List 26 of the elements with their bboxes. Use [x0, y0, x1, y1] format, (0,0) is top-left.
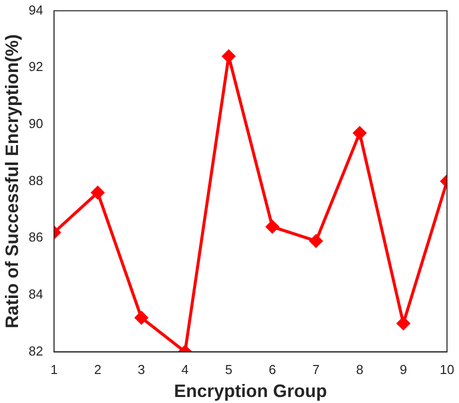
x-tick-label: 5: [225, 362, 232, 378]
y-tick-label: 94: [28, 2, 44, 18]
y-tick-label: 92: [28, 59, 44, 74]
y-tick-label: 82: [28, 343, 44, 358]
y-tick-label: 88: [28, 172, 44, 188]
point: [353, 126, 366, 140]
point: [134, 311, 148, 324]
y-axis-title: Ratio of Successful Encryption(%): [2, 34, 22, 328]
x-tick-label: 9: [400, 362, 407, 378]
y-tick-label: 90: [28, 116, 44, 132]
x-axis-title: Encryption Group: [174, 381, 328, 402]
y-tick-label: 84: [28, 286, 44, 302]
x-tick-label: 7: [312, 362, 320, 378]
x-tick-label: 10: [440, 362, 454, 378]
point: [91, 186, 104, 200]
x-tick-label: 6: [268, 362, 276, 378]
x-tick-label: 4: [181, 362, 189, 378]
point: [396, 316, 410, 330]
x-tick-label: 2: [94, 362, 102, 378]
point: [310, 234, 323, 248]
y-tick-label: 86: [28, 230, 44, 245]
x-tick-label: 3: [138, 362, 145, 378]
point: [266, 220, 279, 234]
x-tick-label: 1: [50, 362, 58, 378]
x-tick-label: 8: [356, 362, 364, 378]
point: [222, 50, 236, 63]
